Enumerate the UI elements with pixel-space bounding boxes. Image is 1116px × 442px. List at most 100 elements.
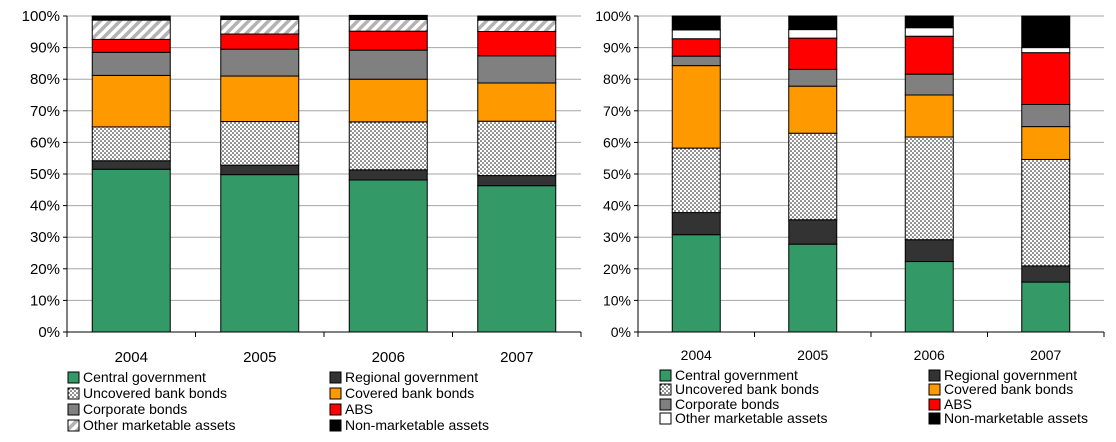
legend-swatch [928,369,941,382]
legend-swatch [329,387,342,400]
bar-segment-uncovered-bank-bonds-2005 [220,121,300,166]
bar-segment-non-marketable-assets-2006 [904,15,954,29]
legend-swatch [928,383,941,396]
legend-label: Corporate bonds [675,396,779,412]
legend-label: Uncovered bank bonds [83,385,227,401]
legend-swatch [659,369,672,382]
y-tick-label: 0% [38,324,60,341]
legend-swatch [659,383,672,396]
legend-swatch [329,371,342,384]
bar-segment-central-government-2005 [220,174,300,333]
y-tick-label: 70% [603,103,631,119]
bar-segment-non-marketable-assets-2004 [91,15,171,21]
bar-segment-other-marketable-assets-2006 [348,18,428,32]
chart-left: 0% 10% 20% 30% 40% 50% 60% 70% 80% 90% 100% 2004 200… [22,8,582,433]
y-tick-label: 80% [30,71,60,88]
bar-segment-abs-2005 [788,37,838,70]
bar-segment-uncovered-bank-bonds-2007 [1021,158,1071,267]
bar-segment-central-government-2005 [788,243,838,333]
x-tick-label: 2005 [243,349,276,366]
bar-segment-uncovered-bank-bonds-2004 [91,126,171,162]
x-tick-label: 2006 [914,347,945,363]
bar-segment-corporate-bonds-2006 [904,73,954,96]
y-tick-label: 20% [603,261,631,277]
bar-segment-central-government-2004 [671,234,721,333]
legend-swatch [928,398,941,411]
bar-segment-central-government-2006 [904,261,954,333]
bar-segment-corporate-bonds-2005 [788,68,838,87]
legend-label: Other marketable assets [675,410,828,426]
bar-segment-other-marketable-assets-2005 [788,29,838,39]
legend-swatch [329,403,342,416]
y-tick-label: 20% [30,261,60,278]
bar-segment-covered-bank-bonds-2005 [220,75,300,123]
chart-right: 0% 10% 20% 30% 40% 50% 60% 70% 80% 90% 100% 2004 200… [595,8,1105,426]
y-tick-label: 10% [30,292,60,309]
legend-swatch [67,371,80,384]
legend-swatch [659,398,672,411]
legend-swatch [67,387,80,400]
legend-label: Non-marketable assets [345,417,489,433]
legend-label: Central government [675,367,798,383]
legend-label: Other marketable assets [83,417,236,433]
bar-segment-uncovered-bank-bonds-2007 [477,120,557,177]
bar-segment-regional-government-2007 [1021,265,1071,283]
y-tick-label: 60% [603,134,631,150]
bar-segment-regional-government-2007 [477,175,557,187]
y-tick-label: 60% [30,134,60,151]
bar-segment-central-government-2007 [1021,281,1071,333]
bar-segment-other-marketable-assets-2004 [671,29,721,40]
legend-swatch [928,412,941,425]
legend-label: Regional government [345,369,478,385]
bar-segment-corporate-bonds-2007 [477,55,557,84]
x-tick-label: 2004 [681,347,712,363]
x-tick-label: 2007 [1030,347,1061,363]
legend-label: Non-marketable assets [944,410,1088,426]
bar-segment-other-marketable-assets-2007 [1021,47,1071,54]
y-tick-label: 50% [30,166,60,183]
bar-segment-non-marketable-assets-2004 [671,15,721,31]
y-tick-label: 30% [30,229,60,246]
bar-segment-regional-government-2006 [348,169,428,181]
y-tick-label: 90% [603,40,631,56]
bar-segment-other-marketable-assets-2007 [477,19,557,32]
bar-segment-abs-2006 [348,30,428,51]
bar-segment-uncovered-bank-bonds-2006 [348,121,428,171]
legend-label: ABS [944,396,972,412]
y-tick-label: 40% [603,198,631,214]
bar-segment-covered-bank-bonds-2005 [788,85,838,134]
bar-segment-regional-government-2005 [220,164,300,176]
bar-segment-uncovered-bank-bonds-2006 [904,136,954,241]
bar-segment-non-marketable-assets-2005 [788,15,838,31]
x-tick-label: 2007 [500,349,533,366]
legend-label: Covered bank bonds [944,381,1073,397]
bar-segment-covered-bank-bonds-2004 [91,74,171,128]
x-tick-label: 2006 [372,349,405,366]
legend-label: Uncovered bank bonds [675,381,819,397]
bar-segment-abs-2006 [904,35,954,75]
bar-segment-abs-2007 [1021,52,1071,105]
bar-segment-regional-government-2004 [671,212,721,236]
bar-segment-central-government-2004 [91,168,171,333]
bar-segment-regional-government-2004 [91,160,171,170]
bar-segment-covered-bank-bonds-2006 [904,94,954,138]
bar-segment-abs-2007 [477,30,557,57]
bar-segment-non-marketable-assets-2006 [348,14,428,20]
bar-segment-uncovered-bank-bonds-2004 [671,147,721,214]
legend-swatch [67,403,80,416]
bar-segment-other-marketable-assets-2005 [220,18,300,35]
bar-segment-non-marketable-assets-2007 [1021,15,1071,49]
bar-segment-abs-2004 [91,38,171,53]
bar-segment-corporate-bonds-2004 [671,55,721,67]
y-tick-label: 50% [603,166,631,182]
bar-segment-regional-government-2005 [788,219,838,245]
legend-label: Central government [83,369,206,385]
legend-label: Regional government [944,367,1077,383]
bar-segment-corporate-bonds-2007 [1021,103,1071,128]
legend-swatch [329,419,342,432]
legend-swatch [67,419,80,432]
bar-segment-corporate-bonds-2006 [348,49,428,80]
y-tick-label: 100% [22,8,60,25]
bar-segment-regional-government-2006 [904,239,954,263]
